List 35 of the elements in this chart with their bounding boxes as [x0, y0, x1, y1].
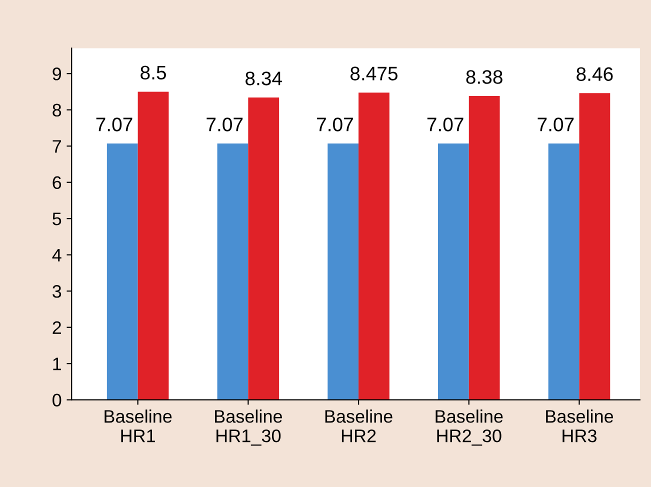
y-tick-label: 3 [52, 285, 62, 298]
bar [138, 92, 169, 400]
y-tick-label: 1 [53, 358, 62, 370]
bar [106, 144, 138, 400]
bar [358, 92, 390, 400]
y-tick-label: 9 [52, 68, 62, 80]
x-tick-label: Baseline HR2 [325, 410, 392, 442]
x-tick-label: Baseline HR1 [104, 410, 172, 442]
bar [248, 98, 280, 400]
x-tick-label: Baseline HR1_30 [215, 410, 282, 446]
y-tick-label: 7 [52, 140, 61, 153]
data-label: 8.34 [246, 72, 282, 86]
data-label: 8.5 [140, 66, 166, 80]
y-tick-label: 4 [52, 248, 62, 262]
data-label: 7.07 [96, 118, 132, 132]
bar [438, 144, 469, 400]
x-tick-label: Baseline HR2_30 [436, 410, 503, 446]
data-label: 7.07 [538, 118, 574, 132]
bar [217, 144, 248, 400]
bar [579, 93, 610, 400]
bar [468, 96, 500, 400]
data-label: 8.46 [576, 67, 613, 81]
bar [328, 144, 359, 400]
y-tick-label: 5 [52, 212, 62, 226]
y-tick-label: 0 [52, 394, 62, 407]
data-label: 8.475 [350, 66, 398, 80]
y-tick-label: 6 [52, 176, 62, 190]
y-tick-label: 2 [52, 321, 61, 334]
data-label: 8.38 [466, 70, 502, 84]
bar [548, 144, 580, 400]
y-tick-label: 8 [52, 104, 62, 117]
data-label: 7.07 [317, 118, 353, 132]
data-label: 7.07 [427, 118, 464, 132]
data-label: 7.07 [206, 118, 243, 132]
x-tick-label: Baseline HR3 [546, 410, 614, 442]
